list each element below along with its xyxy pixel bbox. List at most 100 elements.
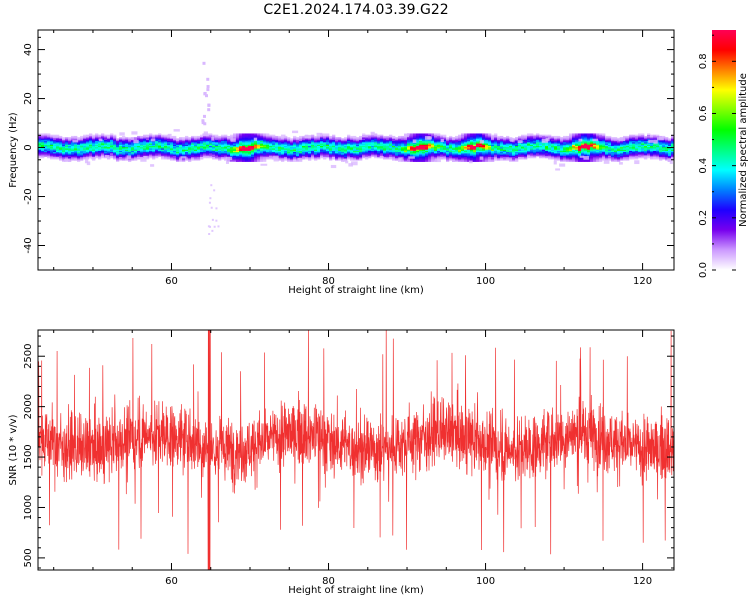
spectrogram-cell [497,149,501,151]
spectrogram-cell [536,155,540,158]
spectrogram-cell [500,156,504,159]
spectrogram-cell [641,155,645,158]
spectrogram-cell [482,148,486,150]
spectrogram-cell [629,149,633,151]
spectrogram-cell [230,146,234,149]
spectrogram-speckle [648,139,654,143]
spectrogram-cell [86,155,90,158]
spectrogram-cell [428,146,432,149]
colorbar-tick-label: 0.6 [698,106,709,122]
spectrogram-cell [515,138,519,140]
spectrogram-cell [83,154,87,156]
spectrogram-cell [482,151,486,154]
spectrogram-cell [593,143,597,145]
spectrogram-cell [542,137,546,139]
spectrogram-cell [485,149,489,151]
spectrogram-cell [56,156,60,159]
spectrogram-cell [209,146,213,149]
spectrogram-cell [323,148,327,150]
spectrogram-cell [437,137,441,139]
spectrogram-cell [569,153,573,155]
spectrogram-cell [461,159,465,161]
spectrogram-cell [44,133,48,135]
spectrogram-cell [164,138,168,140]
spectrogram-cell [320,154,324,156]
spectrogram-cell [605,156,609,159]
spectrogram-cell [146,137,150,139]
spectrogram-cell [248,150,252,153]
spectrogram-cell [593,142,597,144]
spectrogram-cell [392,142,396,144]
spectrogram-cell [353,137,357,139]
spectrogram-cell [170,142,174,144]
spectrogram-cell [248,143,252,145]
spectrogram-cell [479,150,483,153]
spectrogram-cell [116,143,120,145]
spectrogram-cell [566,139,570,142]
spectrogram-cell [344,150,348,153]
spectrogram-cell [515,145,519,148]
spectrogram-cell [617,155,621,158]
spectrogram-cell [560,142,564,144]
spectrogram-cell [167,150,171,153]
spectrogram-cell [434,150,438,153]
spectrogram-cell [230,149,234,151]
spectrogram-cell [557,139,561,142]
spectrogram-cell [275,143,279,145]
spectrogram-cell [662,144,666,147]
spectrogram-cell [629,145,633,148]
spectrogram-cell [416,157,420,160]
spectrogram-cell [551,156,555,159]
spectrogram-cell [323,144,327,147]
spectrogram-cell [311,144,315,147]
spectrogram-cell [119,148,123,150]
spectrogram-cell [260,150,264,153]
spectrogram-cell [563,148,567,150]
spectrogram-cell [362,153,366,155]
spectrogram-cell [611,156,615,159]
spectrogram-speckle [592,138,599,142]
spectrogram-cell [461,155,465,158]
spectrogram-cell [155,134,159,137]
spectrogram-cell [506,140,510,143]
spectrogram-cell [236,149,240,151]
spectrogram-cell [287,148,291,150]
spectrogram-cell [491,137,495,139]
spectrogram-speckle [398,157,403,161]
spectrogram-cell [665,146,669,149]
spectrogram-cell [332,134,336,137]
spectrogram-cell [596,150,600,153]
spectrogram-cell [74,144,78,147]
spectrogram-cell [161,149,165,151]
spectrogram-cell [296,140,300,143]
x-tick-label-60: 60 [165,276,178,287]
spectrogram-cell [410,135,414,138]
spectrogram-cell [221,140,225,143]
spectrogram-cell [185,137,189,139]
spectrogram-cell [158,142,162,144]
spectrogram-cell [323,151,327,154]
spectrogram-cell [377,149,381,151]
spectrogram-cell [662,153,666,155]
spectrogram-cell [56,140,60,143]
spectrogram-cell [83,142,87,144]
spectrogram-cell [443,146,447,149]
spectrogram-cell [593,146,597,149]
spectrogram-cell [281,154,285,156]
spectrogram-cell [356,144,360,147]
spectrogram-cell [149,151,153,154]
spectrogram-cell [65,154,69,156]
spectrogram-cell [269,153,273,155]
spectrogram-cell [488,151,492,154]
spectrogram-cell [401,139,405,142]
spectrogram-cell [263,151,267,154]
spectrogram-cell [626,142,630,144]
spectrogram-cell [287,138,291,140]
spectrogram-cell [365,157,369,160]
spectrogram-cell [563,142,567,144]
spectrogram-speckle [618,137,626,142]
spectrogram-cell [614,154,618,156]
spectrogram-cell [671,138,675,140]
spectrogram-cell [200,142,204,144]
spectrogram-cell [428,142,432,144]
